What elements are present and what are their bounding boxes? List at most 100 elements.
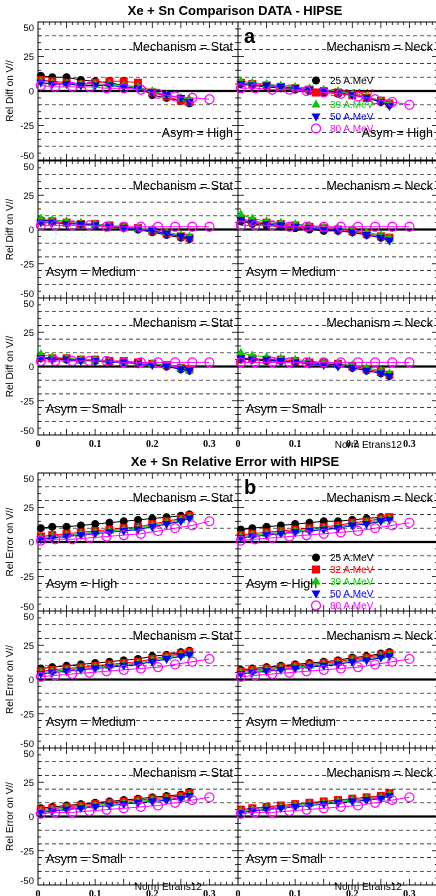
- data-point: [376, 795, 386, 804]
- data-point: [335, 357, 346, 368]
- data-point: [50, 670, 61, 681]
- data-point: [184, 367, 194, 376]
- x-axis-label: Norm Etrans12: [335, 440, 403, 451]
- data-point: [84, 355, 95, 367]
- data-point: [162, 92, 172, 101]
- data-point: [134, 515, 142, 524]
- y-tick-label: 50: [23, 23, 34, 34]
- data-point: [84, 81, 95, 92]
- data-point: [152, 88, 164, 99]
- data-point: [250, 534, 261, 545]
- legend-marker: [312, 565, 320, 574]
- panel-a-2: Mechanism = Stat Asym = Medium 50 25 0 -25 -50…: [5, 160, 239, 300]
- y-tick-label: 50: [23, 612, 34, 623]
- panel-b-2: Mechanism = Stat Asym = Medium 50 25 0 -25 -50…: [5, 610, 239, 750]
- data-point: [276, 530, 286, 539]
- data-point: [250, 670, 261, 681]
- data-point: [352, 357, 364, 368]
- data-point: [147, 362, 157, 371]
- data-point: [384, 103, 394, 112]
- data-point: [387, 520, 398, 531]
- series-line: [240, 522, 410, 542]
- data-point: [318, 221, 329, 232]
- data-point: [152, 800, 164, 811]
- data-point: [290, 803, 300, 812]
- data-point: [162, 797, 172, 806]
- legend-marker: [311, 590, 321, 599]
- data-point: [101, 531, 112, 542]
- data-point: [404, 653, 415, 665]
- data-point: [67, 81, 78, 92]
- data-point: [404, 99, 415, 110]
- data-point: [187, 656, 198, 667]
- data-point: [184, 515, 194, 524]
- data-point: [187, 520, 198, 531]
- y-tick-label: 50: [23, 749, 34, 760]
- data-point: [119, 662, 129, 671]
- y-tick-label: 0: [29, 812, 34, 823]
- data-point: [267, 668, 278, 680]
- data-point: [47, 534, 57, 543]
- data-point: [104, 223, 114, 232]
- data-point: [67, 807, 78, 818]
- data-point: [284, 805, 295, 817]
- data-point: [147, 798, 157, 807]
- data-point: [101, 221, 112, 232]
- mechanism-label: Mechanism = Stat: [133, 316, 234, 330]
- data-point: [152, 662, 164, 673]
- x-axis-label: Norm Etrans12: [335, 882, 403, 893]
- data-point: [235, 220, 246, 231]
- figure-b: Mechanism = Stat Asym = High 50 25 0 -25 -50 Re…: [5, 472, 436, 896]
- data-point: [267, 357, 278, 368]
- panel-frame: [237, 21, 436, 161]
- y-axis-label: Rel Error on V//: [5, 645, 16, 714]
- data-point: [335, 88, 346, 99]
- data-point: [262, 532, 272, 541]
- data-point: [387, 221, 398, 232]
- data-point: [347, 798, 357, 807]
- data-point: [387, 96, 398, 108]
- y-tick-label: -25: [20, 259, 34, 270]
- data-point: [318, 357, 329, 368]
- mechanism-label: Mechanism = Neck: [326, 766, 433, 780]
- data-point: [376, 370, 386, 379]
- data-point: [284, 667, 295, 678]
- data-point: [119, 801, 129, 810]
- data-point: [47, 219, 57, 228]
- asym-label: Asym = Medium: [46, 265, 136, 279]
- series-line: [240, 658, 410, 678]
- data-point: [187, 92, 198, 104]
- y-tick-label: 0: [29, 538, 34, 549]
- data-point: [301, 804, 312, 815]
- data-point: [262, 82, 272, 91]
- panel-a-0: Mechanism = Stat Asym = High 50 25 0 -25 -50 Re…: [5, 21, 239, 162]
- data-point: [247, 219, 257, 228]
- x-tick-label: 0: [36, 889, 41, 896]
- series-line: [40, 796, 210, 815]
- data-point: [247, 356, 257, 365]
- data-point: [284, 84, 295, 95]
- x-axis-label: Norm Etrans12: [135, 882, 203, 893]
- data-point: [67, 220, 78, 231]
- data-point: [352, 662, 364, 673]
- data-point: [119, 517, 128, 526]
- mechanism-label: Mechanism = Neck: [326, 629, 433, 643]
- data-point: [170, 357, 181, 368]
- data-point: [176, 366, 186, 375]
- data-point: [335, 527, 346, 538]
- data-point: [284, 357, 295, 368]
- data-point: [170, 659, 181, 670]
- data-point: [362, 367, 372, 376]
- data-point: [118, 221, 129, 232]
- x-tick-label: 0.1: [89, 889, 102, 896]
- data-point: [176, 518, 186, 527]
- figure-b-title: Xe + Sn Relative Error with HIPSE: [131, 454, 340, 469]
- data-point: [347, 522, 357, 531]
- data-point: [101, 355, 112, 367]
- y-tick-label: 50: [23, 299, 34, 310]
- panel-a-4: Mechanism = Stat Asym = Small 50 25 0 -25 -50 R…: [5, 297, 239, 450]
- data-point: [187, 794, 198, 806]
- x-tick-label: 0.3: [203, 439, 216, 450]
